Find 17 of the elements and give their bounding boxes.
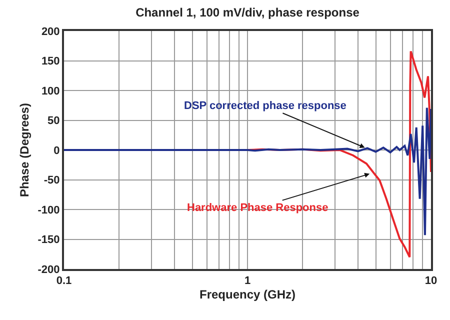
annotation: DSP corrected phase response — [184, 100, 346, 112]
y-tick-label: -50 — [44, 174, 60, 187]
y-tick-label: 150 — [41, 56, 60, 68]
x-axis-title: Frequency (GHz) — [199, 288, 296, 302]
y-tick-label: 50 — [48, 115, 60, 128]
y-tick-label: 0 — [54, 144, 60, 157]
x-tick-label: 0.1 — [56, 275, 72, 288]
chart-title: Channel 1, 100 mV/div, phase response — [136, 5, 360, 20]
annotation: Hardware Phase Response — [187, 202, 328, 214]
x-tick-label: 1 — [244, 275, 251, 288]
y-tick-label: -150 — [38, 234, 60, 246]
y-tick-label: 100 — [41, 85, 60, 98]
y-tick-label: -200 — [38, 264, 60, 276]
y-axis-title: Phase (Degrees) — [18, 102, 32, 198]
y-tick-label: -100 — [38, 204, 60, 216]
y-tick-label: 200 — [41, 26, 60, 38]
x-tick-label: 10 — [424, 275, 438, 288]
